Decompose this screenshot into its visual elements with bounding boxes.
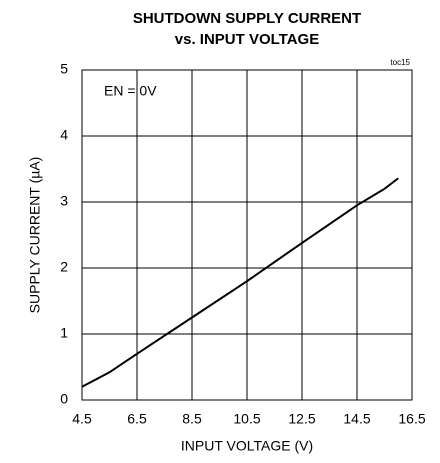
- x-tick-label: 12.5: [288, 411, 315, 427]
- data-line: [81, 177, 399, 388]
- x-tick-label: 14.5: [343, 411, 370, 427]
- x-tick-label: 16.5: [398, 411, 425, 427]
- y-tick-label: 0: [60, 391, 68, 407]
- x-tick-label: 4.5: [72, 411, 92, 427]
- chart-title: vs. INPUT VOLTAGE: [175, 31, 319, 48]
- x-tick-label: 10.5: [233, 411, 260, 427]
- y-axis-label: SUPPLY CURRENT (µA): [27, 157, 43, 314]
- y-tick-label: 1: [60, 325, 68, 341]
- y-tick-label: 3: [60, 193, 68, 209]
- plot-frame: [81, 69, 413, 401]
- x-axis-label: INPUT VOLTAGE (V): [181, 438, 313, 454]
- y-tick-label: 5: [60, 61, 68, 77]
- annotation: EN = 0V: [104, 83, 157, 99]
- y-tick-label: 2: [60, 259, 68, 275]
- y-tick-label: 4: [60, 127, 68, 143]
- x-tick-label: 8.5: [182, 411, 202, 427]
- chart-title: SHUTDOWN SUPPLY CURRENT: [133, 10, 361, 27]
- x-tick-label: 6.5: [127, 411, 147, 427]
- figure-id: toc15: [390, 58, 410, 67]
